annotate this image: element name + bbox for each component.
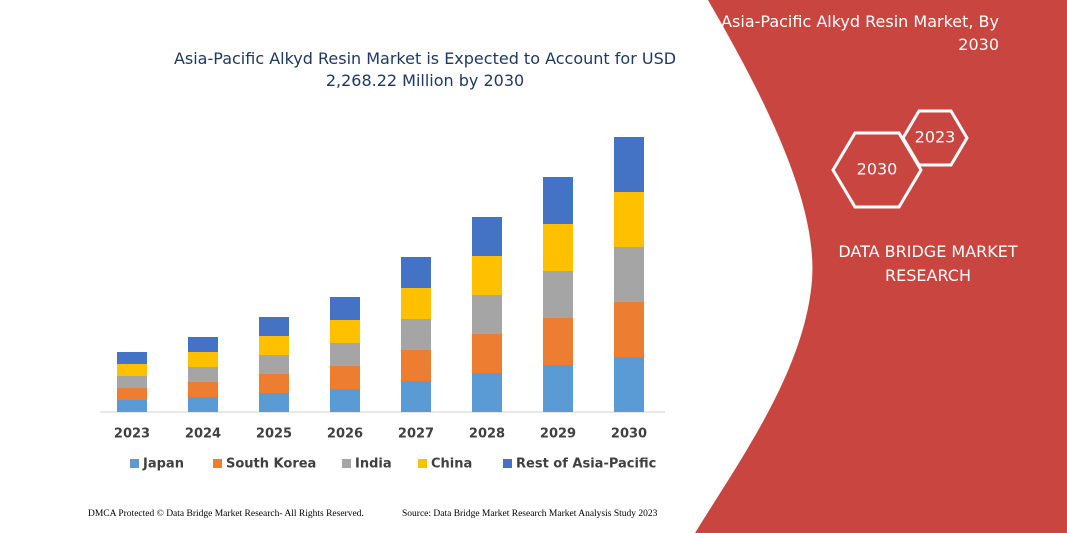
bar-segment: [543, 224, 573, 271]
x-tick-label: 2029: [540, 427, 576, 442]
x-tick-label: 2030: [611, 427, 647, 442]
side-panel: [695, 0, 1067, 533]
bar-segment: [330, 366, 360, 389]
bar-segment: [472, 256, 502, 295]
bar-segment: [188, 397, 218, 412]
legend-label: China: [431, 457, 472, 472]
hex-label: 2030: [857, 160, 898, 179]
bar-segment: [472, 373, 502, 412]
x-tick-label: 2026: [327, 427, 363, 442]
bar-segment: [472, 295, 502, 334]
bar-segment: [117, 388, 147, 400]
bar-segment: [117, 352, 147, 364]
legend-swatch: [130, 459, 139, 468]
bar-segment: [401, 350, 431, 381]
bar-segment: [117, 376, 147, 388]
legend-swatch: [342, 459, 351, 468]
bar-segment: [614, 192, 644, 247]
legend-swatch: [418, 459, 427, 468]
bar-segment: [472, 334, 502, 373]
bar-segment: [330, 343, 360, 366]
legend-label: Rest of Asia-Pacific: [516, 457, 656, 472]
bar-segment: [614, 247, 644, 302]
bar-segment: [259, 355, 289, 374]
bar-segment: [259, 336, 289, 355]
brand: DATA BRIDGE MARKET RESEARCH: [838, 242, 1018, 285]
legend-label: India: [355, 457, 392, 472]
legend-swatch: [503, 459, 512, 468]
bar-segment: [472, 217, 502, 256]
bar-segment: [188, 337, 218, 352]
x-tick-label: 2024: [185, 427, 221, 442]
bar-segment: [259, 393, 289, 412]
chart-title: Asia-Pacific Alkyd Resin Market is Expec…: [173, 49, 677, 90]
bar-segment: [614, 137, 644, 192]
footer-left: DMCA Protected © Data Bridge Market Rese…: [88, 509, 364, 519]
bar-segment: [614, 302, 644, 357]
x-tick-label: 2025: [256, 427, 292, 442]
bar-segment: [330, 389, 360, 412]
bar-segment: [401, 319, 431, 350]
legend-label: Japan: [142, 457, 184, 472]
bar-segment: [401, 257, 431, 288]
bar-segment: [543, 177, 573, 224]
hex-label: 2023: [915, 128, 956, 147]
bar-segment: [614, 357, 644, 412]
x-tick-label: 2023: [114, 427, 150, 442]
bar-segment: [543, 365, 573, 412]
hexagon: [901, 109, 969, 167]
legend-label: South Korea: [226, 457, 316, 472]
bar-segment: [188, 367, 218, 382]
footer-right: Source: Data Bridge Market Research Mark…: [402, 509, 658, 519]
panel-title: Asia-Pacific Alkyd Resin Market, By 2030: [721, 12, 999, 54]
x-tick-label: 2027: [398, 427, 434, 442]
legend-swatch: [213, 459, 222, 468]
bar-segment: [330, 320, 360, 343]
x-tick-label: 2028: [469, 427, 505, 442]
hexagon: [831, 131, 923, 209]
bar-segment: [188, 382, 218, 397]
bar-segment: [330, 297, 360, 320]
bar-segment: [259, 374, 289, 393]
bar-segment: [543, 271, 573, 318]
bar-segment: [401, 288, 431, 319]
bar-segment: [117, 364, 147, 376]
bar-segment: [259, 317, 289, 336]
bar-segment: [401, 381, 431, 412]
bar-segment: [117, 400, 147, 412]
bar-segment: [188, 352, 218, 367]
bar-segment: [543, 318, 573, 365]
